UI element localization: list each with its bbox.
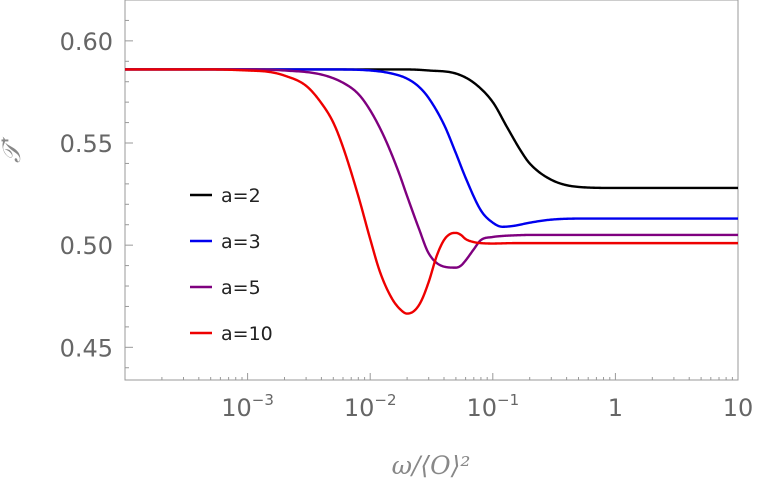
series-line-a=5 [125,68,738,269]
legend: a=2 a=3 a=5 a=10 [190,185,273,345]
x-tick-label: 1 [608,394,623,422]
plot-frame [124,0,739,381]
series-line-a=10 [125,68,738,315]
y-tick-label: 0.55 [60,130,113,158]
x-tick-label: 10−1 [466,391,519,422]
x-tick-exponent: −1 [497,391,519,409]
x-tick-label: 10−3 [221,391,274,422]
series-line-a=2 [125,68,738,190]
y-axis-ticks: 0.45 0.50 0.55 0.60 [60,19,133,369]
x-tick-exponent: −2 [374,391,396,409]
x-tick-label: 10−2 [344,391,397,422]
x-axis-title: ω/⟨O⟩² [392,451,471,480]
legend-label: a=5 [221,277,261,299]
legend-label: a=3 [221,231,261,253]
series-line-a=3 [125,68,738,228]
y-tick-label: 0.60 [60,28,113,56]
y-tick-label: 0.45 [60,334,113,362]
series-lines [125,68,738,315]
x-tick-label: 10 [723,394,754,422]
legend-label: a=2 [221,185,261,207]
x-tick-exponent: −3 [252,391,274,409]
y-axis-title: 𝒯' [0,136,26,163]
legend-label: a=10 [221,323,273,345]
y-tick-label: 0.50 [60,232,113,260]
